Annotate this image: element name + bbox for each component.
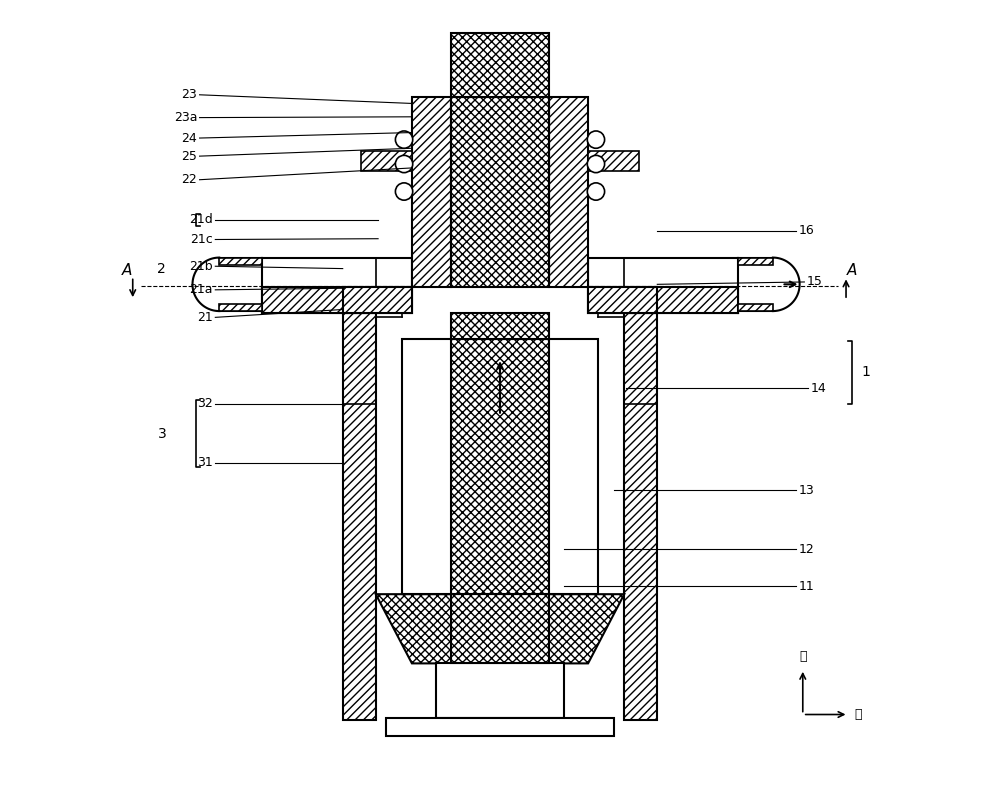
Bar bbox=[588, 287, 657, 314]
Text: 14: 14 bbox=[811, 382, 826, 394]
Text: A: A bbox=[122, 263, 132, 278]
Text: 23: 23 bbox=[181, 88, 197, 101]
Bar bbox=[588, 287, 738, 314]
Bar bbox=[412, 97, 451, 287]
Bar bbox=[624, 314, 657, 720]
Text: 21c: 21c bbox=[190, 233, 213, 246]
Text: 3: 3 bbox=[157, 427, 166, 441]
Text: 11: 11 bbox=[799, 580, 815, 593]
Bar bbox=[386, 718, 614, 736]
Text: 21a: 21a bbox=[189, 284, 213, 296]
Text: 21b: 21b bbox=[189, 260, 213, 272]
Bar bbox=[343, 314, 376, 720]
Polygon shape bbox=[376, 594, 624, 664]
Bar bbox=[588, 150, 639, 171]
Text: 上: 上 bbox=[799, 650, 807, 664]
Bar bbox=[262, 287, 412, 314]
Bar bbox=[219, 257, 262, 265]
Circle shape bbox=[395, 183, 413, 200]
Circle shape bbox=[587, 131, 605, 148]
Text: 31: 31 bbox=[197, 456, 213, 470]
Bar bbox=[402, 340, 598, 594]
Text: 25: 25 bbox=[181, 150, 197, 162]
Bar bbox=[343, 287, 412, 314]
Bar bbox=[738, 265, 773, 304]
Bar bbox=[451, 340, 549, 594]
Bar bbox=[219, 265, 262, 304]
Text: 2: 2 bbox=[157, 261, 166, 276]
Circle shape bbox=[395, 131, 413, 148]
Circle shape bbox=[587, 183, 605, 200]
Bar bbox=[219, 304, 262, 311]
Text: 1: 1 bbox=[862, 365, 871, 379]
Text: 15: 15 bbox=[807, 276, 823, 288]
Text: 12: 12 bbox=[799, 543, 815, 556]
Bar bbox=[451, 594, 549, 664]
Text: 16: 16 bbox=[799, 224, 815, 238]
Text: 21d: 21d bbox=[189, 213, 213, 227]
Bar bbox=[361, 150, 412, 171]
Bar bbox=[451, 97, 549, 287]
Text: 24: 24 bbox=[181, 131, 197, 145]
Bar bbox=[549, 97, 588, 287]
Text: 13: 13 bbox=[799, 484, 815, 497]
Text: A: A bbox=[846, 263, 857, 278]
Text: 22: 22 bbox=[181, 173, 197, 186]
Bar bbox=[376, 314, 624, 594]
Circle shape bbox=[395, 155, 413, 173]
Circle shape bbox=[587, 155, 605, 173]
Bar bbox=[738, 257, 773, 265]
Text: 右: 右 bbox=[854, 708, 861, 721]
Text: 32: 32 bbox=[197, 398, 213, 410]
Bar bbox=[738, 304, 773, 311]
Text: 23a: 23a bbox=[174, 111, 197, 124]
Bar bbox=[436, 664, 564, 718]
Bar bbox=[451, 32, 549, 97]
Text: 21: 21 bbox=[197, 310, 213, 324]
Bar bbox=[451, 314, 549, 340]
